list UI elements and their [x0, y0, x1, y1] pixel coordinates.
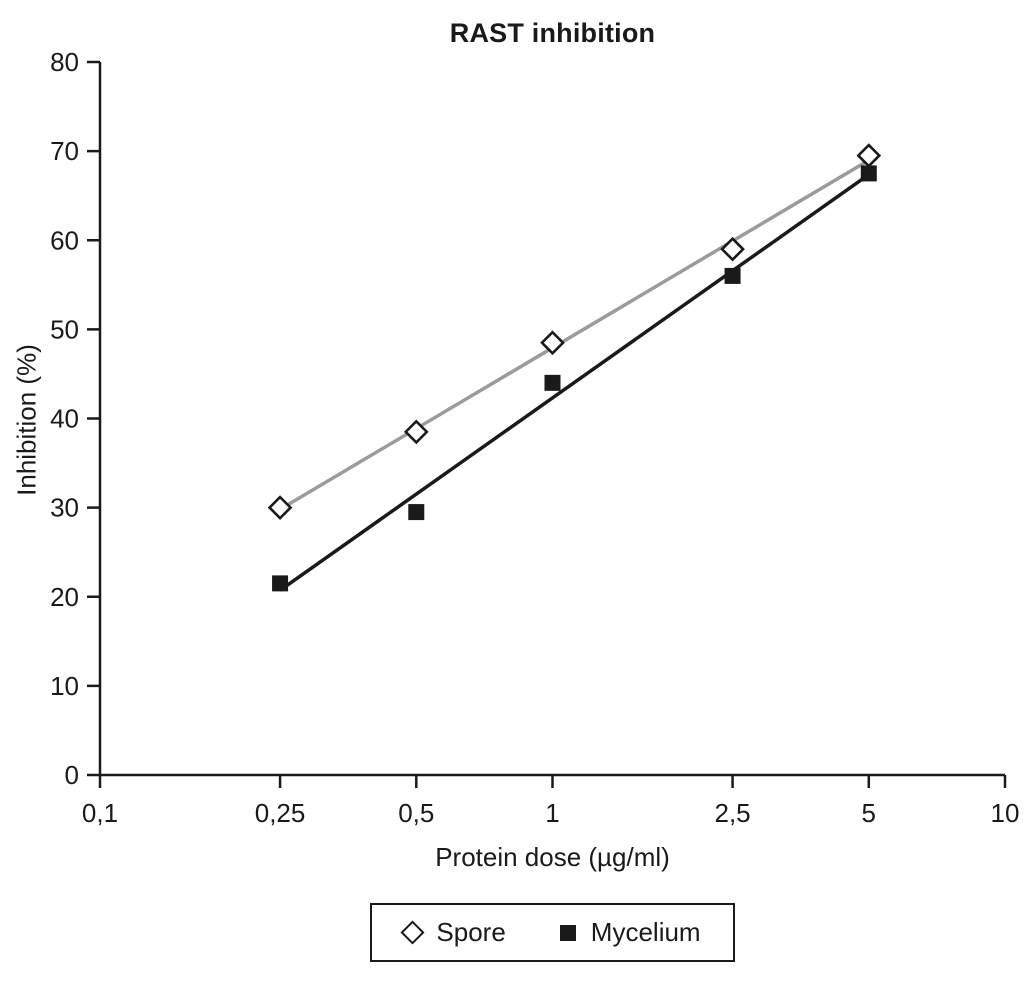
x-tick-label: 5	[862, 798, 876, 828]
y-tick-label: 70	[50, 136, 79, 166]
y-tick-label: 30	[50, 493, 79, 523]
marker-mycelium	[408, 504, 425, 521]
marker-mycelium	[544, 374, 561, 391]
marker-mycelium	[272, 575, 289, 592]
y-tick-label: 10	[50, 671, 79, 701]
trendline-mycelium	[279, 173, 870, 592]
chart-title: RAST inhibition	[449, 18, 656, 48]
y-tick-label: 40	[50, 404, 79, 434]
y-tick-label: 60	[50, 225, 79, 255]
marker-spore	[267, 495, 293, 520]
y-axis-title: Inhibition (%)	[11, 344, 42, 496]
marker-spore	[403, 419, 429, 445]
legend-box: Spore Mycelium	[370, 903, 735, 962]
x-tick-label: 10	[991, 798, 1020, 828]
x-tick-label: 1	[545, 798, 559, 828]
filled-square-marker-icon	[559, 924, 576, 941]
y-tick-label: 0	[65, 760, 79, 790]
marker-spore	[540, 330, 565, 356]
marker-mycelium	[860, 165, 877, 182]
legend-label-mycelium: Mycelium	[590, 917, 701, 947]
legend-item-spore: Spore	[400, 917, 506, 948]
y-tick-label: 80	[50, 47, 79, 77]
y-tick-label: 50	[50, 314, 79, 344]
x-tick-label: 2,5	[714, 798, 750, 828]
y-tick-label: 20	[50, 582, 79, 612]
x-axis-title: Protein dose (µg/ml)	[435, 842, 670, 872]
legend-item-mycelium: Mycelium	[559, 917, 701, 948]
marker-spore	[720, 236, 745, 262]
trendline-spore	[279, 158, 870, 511]
x-tick-label: 0,25	[255, 798, 306, 828]
open-diamond-marker-icon	[400, 920, 425, 945]
legend: Spore Mycelium	[100, 903, 1005, 962]
x-tick-label: 0,1	[82, 798, 118, 828]
legend-label-spore: Spore	[436, 917, 506, 947]
x-tick-label: 0,5	[398, 798, 434, 828]
marker-mycelium	[724, 267, 741, 284]
